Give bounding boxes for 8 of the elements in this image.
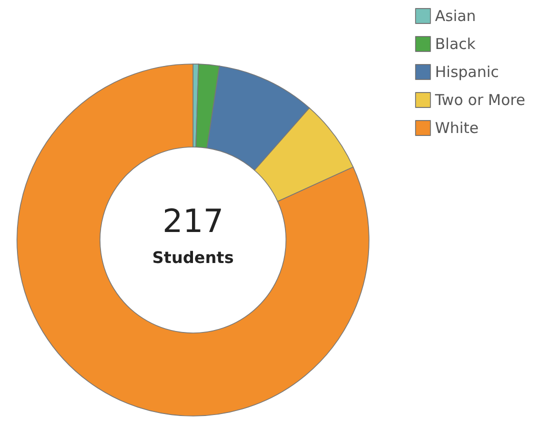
text: Students xyxy=(152,248,234,267)
legend-label: Black xyxy=(435,35,476,53)
text: 217 xyxy=(162,202,224,240)
legend-label: Two or More xyxy=(434,91,526,109)
legend-label: Asian xyxy=(435,7,476,25)
donut-slice xyxy=(16,64,370,416)
legend-label: Hispanic xyxy=(435,63,499,81)
legend-label: White xyxy=(435,119,479,137)
